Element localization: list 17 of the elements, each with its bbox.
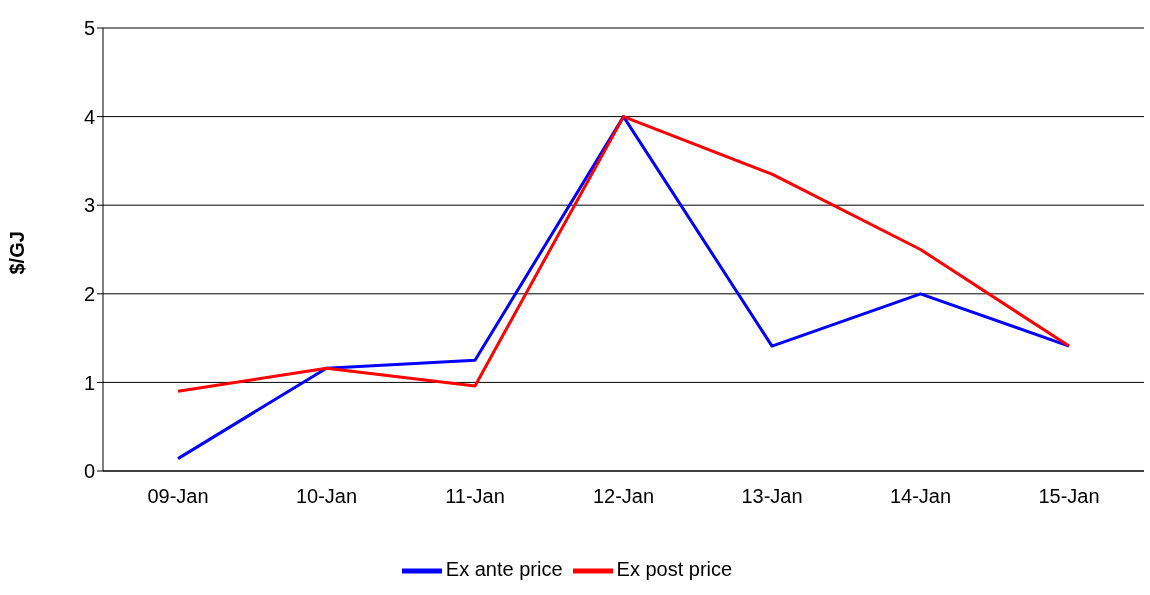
y-tick-label: 4 [83, 105, 95, 128]
y-tick-label: 0 [83, 460, 95, 483]
x-tick-label: 15-Jan [1038, 485, 1100, 508]
x-tick-label: 09-Jan [147, 485, 209, 508]
legend-label: Ex ante price [445, 558, 563, 581]
y-tick-label: 1 [83, 371, 95, 394]
y-axis-title: $/GJ [6, 231, 29, 275]
y-tick-label: 3 [83, 194, 95, 217]
y-tick-label: 5 [83, 17, 95, 40]
legend-label: Ex post price [616, 558, 733, 581]
x-tick-label: 14-Jan [889, 485, 952, 508]
x-tick-label: 13-Jan [741, 485, 803, 508]
x-tick-label: 10-Jan [295, 485, 358, 508]
y-tick-label: 2 [83, 282, 95, 305]
x-tick-label: 11-Jan [445, 485, 505, 508]
x-tick-label: 12-Jan [592, 485, 655, 508]
line-series [176, 115, 1071, 393]
